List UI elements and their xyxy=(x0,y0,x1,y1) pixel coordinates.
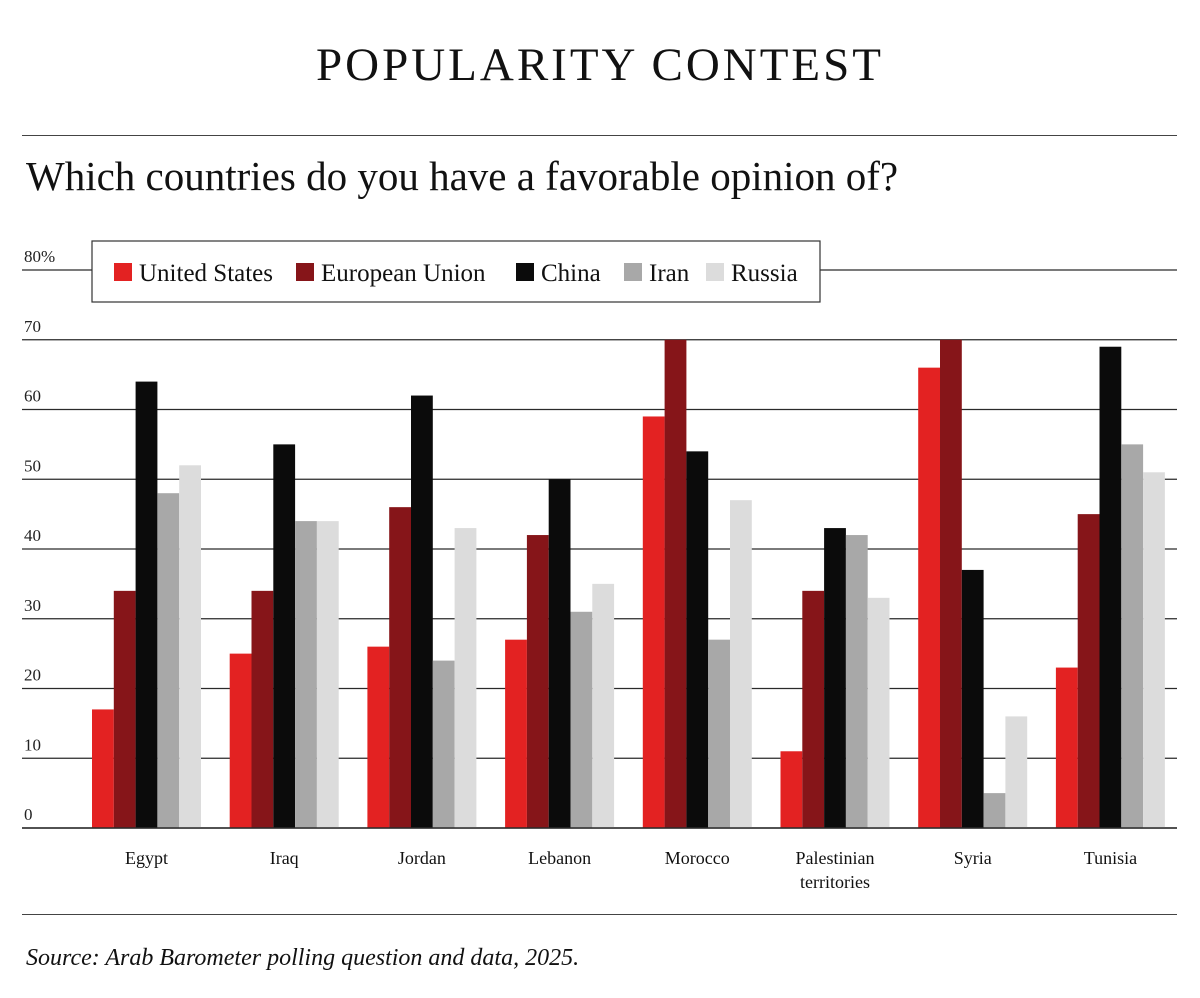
bar xyxy=(92,709,114,828)
bar xyxy=(157,493,180,828)
bar xyxy=(135,381,158,828)
bar xyxy=(664,339,687,828)
bar xyxy=(642,416,665,828)
y-tick-label: 70 xyxy=(24,317,41,336)
bar xyxy=(1143,472,1165,828)
bar xyxy=(367,646,390,828)
bar xyxy=(411,395,433,828)
chart-title: POPULARITY CONTEST xyxy=(316,39,884,91)
bar xyxy=(454,528,477,828)
bar xyxy=(251,590,274,828)
bar xyxy=(940,339,962,828)
legend-label: European Union xyxy=(321,260,486,287)
y-tick-label: 60 xyxy=(24,387,41,406)
bottom-divider xyxy=(22,914,1177,915)
chart-subtitle: Which countries do you have a favorable … xyxy=(26,153,899,199)
bar xyxy=(686,451,709,828)
bar xyxy=(229,653,252,828)
bar xyxy=(1005,716,1028,828)
bar xyxy=(708,639,730,828)
legend-swatch xyxy=(706,263,724,281)
bar xyxy=(983,793,1006,828)
legend-label: Iran xyxy=(649,260,690,287)
top-divider xyxy=(22,135,1177,136)
category-label: Iraq xyxy=(270,848,299,868)
legend-swatch xyxy=(624,263,642,281)
category-label: Morocco xyxy=(665,848,730,868)
bar xyxy=(316,521,339,828)
source-note: Source: Arab Barometer polling question … xyxy=(26,945,580,971)
bar xyxy=(1055,667,1078,828)
bar xyxy=(1077,514,1100,828)
bar xyxy=(730,500,752,828)
legend-label: Russia xyxy=(731,260,798,287)
bar xyxy=(918,367,940,828)
legend-swatch xyxy=(114,263,132,281)
legend xyxy=(91,240,821,303)
bar xyxy=(179,465,201,828)
bar xyxy=(113,590,136,828)
y-tick-label: 50 xyxy=(24,456,41,475)
bar xyxy=(548,479,571,828)
bar xyxy=(824,528,846,828)
bar xyxy=(845,535,868,828)
category-label: Palestinian xyxy=(796,848,875,868)
bar xyxy=(526,535,549,828)
category-label: Egypt xyxy=(125,848,168,868)
category-label: Jordan xyxy=(398,848,446,868)
y-tick-label: 20 xyxy=(24,666,41,685)
legend-label: United States xyxy=(139,260,273,287)
category-label: Syria xyxy=(954,848,992,868)
legend-swatch xyxy=(516,263,534,281)
category-label: Tunisia xyxy=(1084,848,1137,868)
bar xyxy=(273,444,296,828)
y-tick-label: 0 xyxy=(24,805,33,824)
bar-chart: 0 10 20 30 40 50 60 70 80% Egypt Iraq Jordan Lebanon… xyxy=(22,240,1177,892)
bar xyxy=(802,590,825,828)
bar xyxy=(432,660,455,828)
bar xyxy=(1121,444,1144,828)
category-label: Lebanon xyxy=(528,848,591,868)
legend-label: China xyxy=(541,260,601,287)
bar xyxy=(1099,346,1122,828)
bar xyxy=(505,639,527,828)
bar xyxy=(389,507,411,828)
y-tick-label: 80% xyxy=(24,247,55,266)
bar xyxy=(961,569,984,828)
bar xyxy=(295,521,317,828)
y-tick-label: 30 xyxy=(24,596,41,615)
bar xyxy=(867,597,890,828)
y-tick-label: 10 xyxy=(24,735,41,754)
legend-swatch xyxy=(296,263,314,281)
y-tick-label: 40 xyxy=(24,526,41,545)
category-label: territories xyxy=(800,872,870,892)
bar xyxy=(780,751,803,828)
bar xyxy=(592,583,615,828)
bar xyxy=(570,611,593,828)
